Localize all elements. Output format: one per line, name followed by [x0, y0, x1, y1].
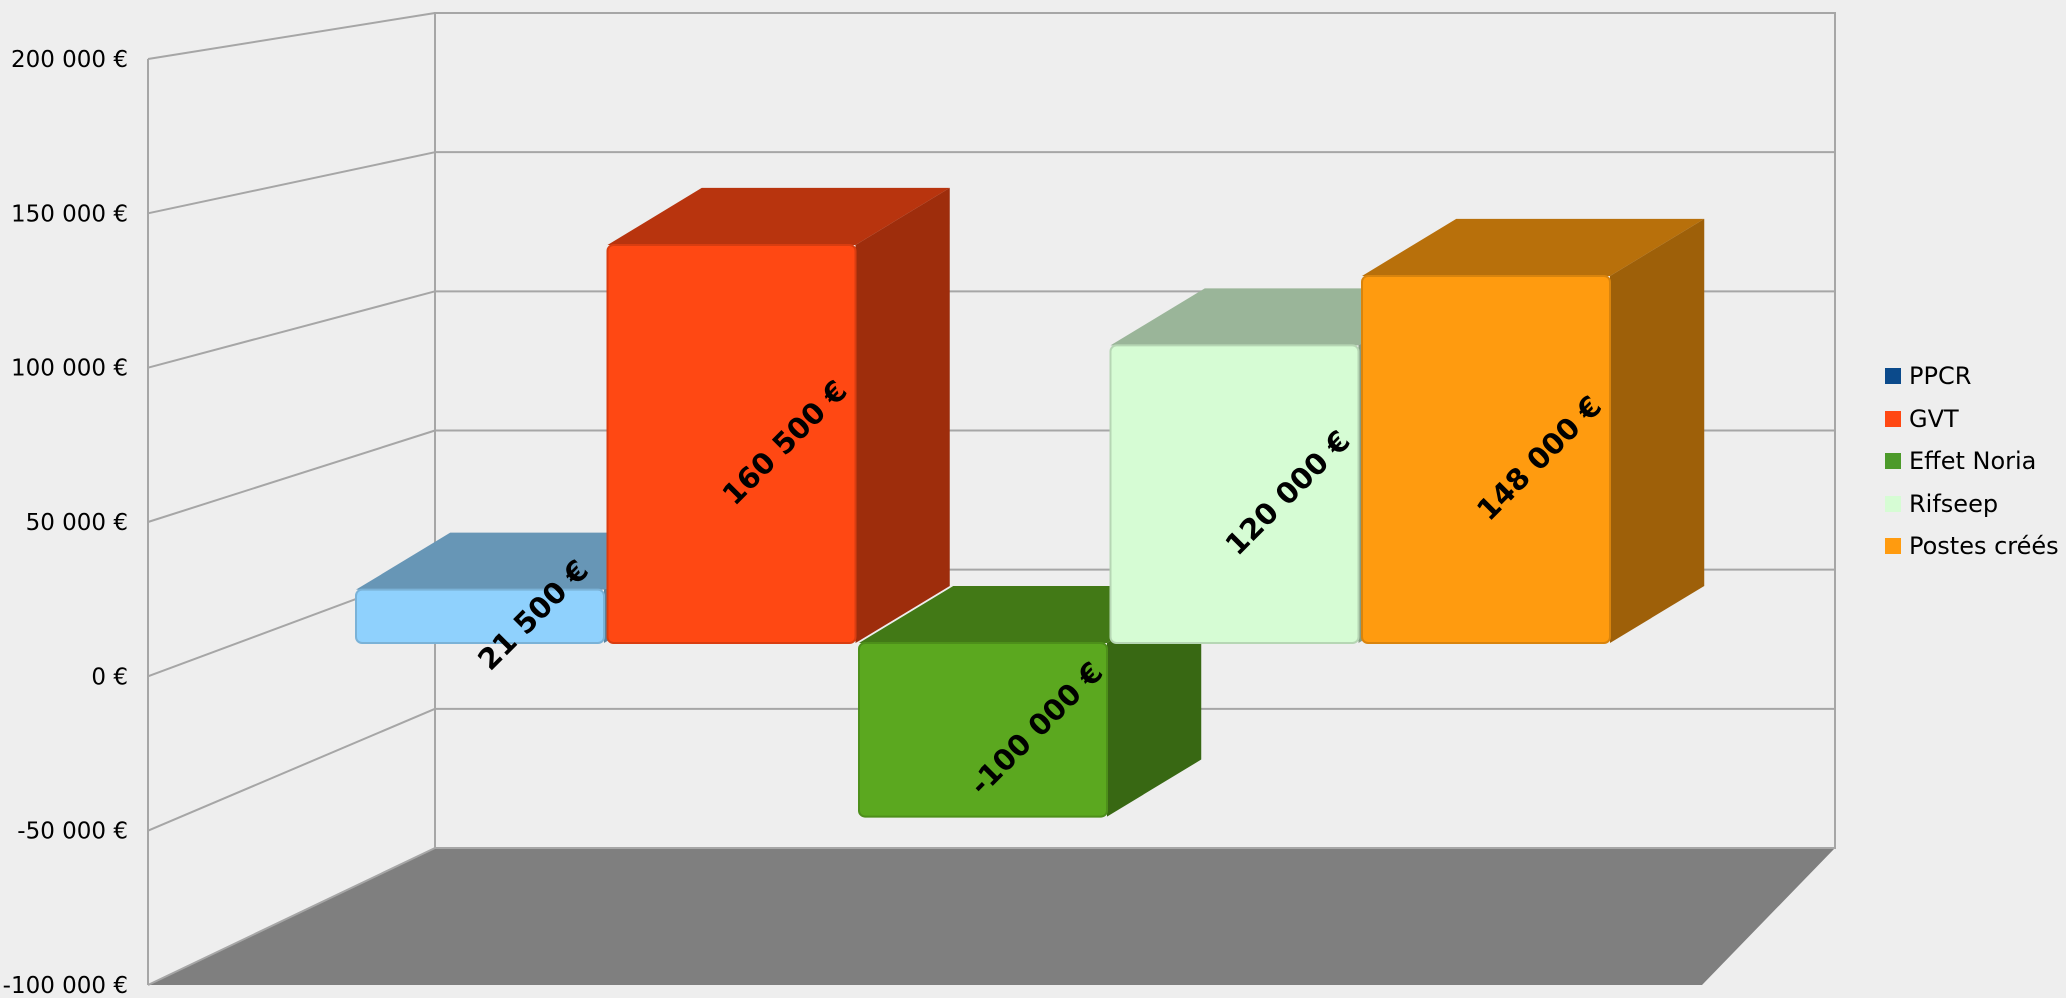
bar-front: [355, 588, 605, 644]
bar-side: [855, 187, 950, 644]
legend-swatch: [1885, 495, 1901, 512]
legend-swatch: [1885, 368, 1901, 385]
bar-front: [606, 243, 857, 645]
bar-side: [1610, 218, 1705, 644]
gridline-side: [147, 151, 436, 215]
legend-item: GVT: [1885, 398, 2059, 441]
bar-top: [1362, 218, 1705, 276]
gridline-side: [147, 290, 436, 369]
gridline-side: [147, 847, 436, 986]
legend-item: Effet Noria: [1885, 440, 2059, 483]
legend-label: Rifseep: [1909, 489, 1999, 518]
bar-postes-cr-s: [1361, 218, 1705, 644]
legend-label: GVT: [1909, 404, 1959, 433]
bars: [355, 187, 1705, 818]
gridline-side: [147, 429, 436, 523]
bar-front: [858, 642, 1108, 818]
y-tick-label: 150 000 €: [11, 201, 128, 227]
floor: [148, 848, 1835, 985]
y-axis: 200 000 € 150 000 € 100 000 € 50 000 € 0 € -5…: [3, 47, 128, 998]
y-tick-label: 50 000 €: [26, 510, 128, 536]
bar-front: [1361, 274, 1611, 644]
legend-item: PPCR: [1885, 355, 2059, 398]
gridline-side: [147, 707, 436, 832]
legend-item: Rifseep: [1885, 483, 2059, 526]
y-tick-label: 0 €: [91, 664, 128, 690]
legend-label: PPCR: [1909, 362, 1972, 391]
legend-label: Effet Noria: [1909, 447, 2037, 476]
legend-swatch: [1885, 453, 1901, 470]
bar-gvt: [606, 187, 950, 645]
bar-top: [607, 187, 950, 245]
y-tick-label: 100 000 €: [11, 356, 128, 382]
legend-label: Postes créés: [1909, 532, 2059, 561]
legend: PPCR GVT Effet Noria Rifseep Postes créés: [1885, 355, 2059, 568]
y-tick-label: -50 000 €: [17, 819, 128, 845]
bar-front: [1109, 344, 1360, 644]
gridline-side: [147, 12, 436, 60]
legend-swatch: [1885, 538, 1901, 555]
y-tick-label: 200 000 €: [11, 47, 128, 73]
legend-item: Postes créés: [1885, 525, 2059, 568]
legend-swatch: [1885, 410, 1901, 427]
y-tick-label: -100 000 €: [3, 973, 128, 998]
